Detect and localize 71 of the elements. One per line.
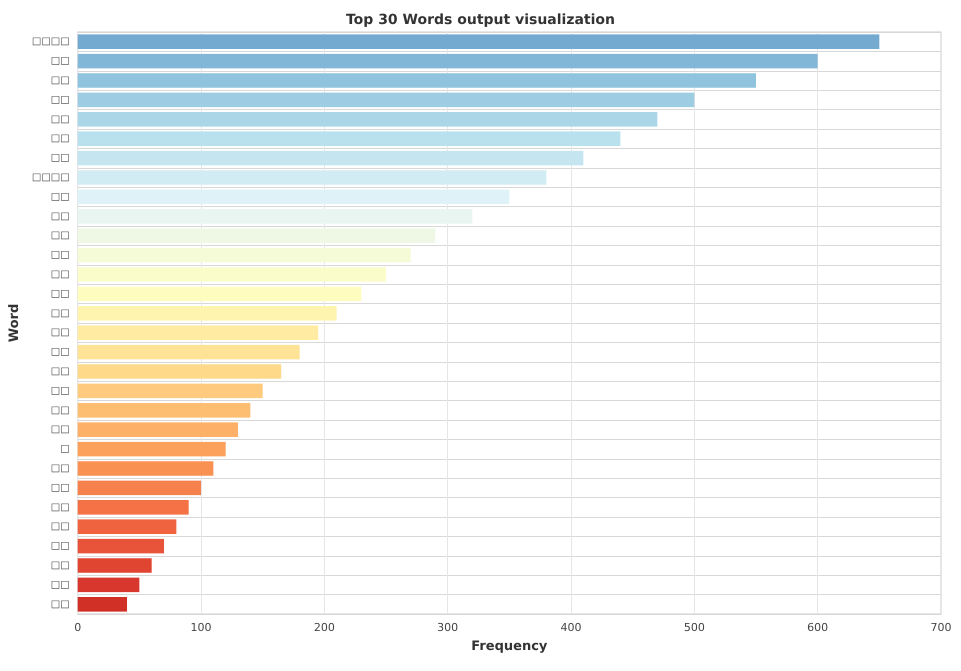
x-tick-label: 100 — [190, 621, 212, 634]
bar — [78, 480, 202, 496]
bar — [78, 597, 128, 612]
x-tick-label: 300 — [437, 621, 458, 634]
bar — [78, 131, 620, 146]
x-tick-label: 600 — [807, 621, 828, 634]
x-tick-label: 200 — [314, 621, 335, 634]
bar — [78, 364, 282, 379]
bar — [78, 500, 189, 515]
bar — [78, 34, 880, 49]
bar — [78, 538, 164, 554]
x-tick-label: 500 — [684, 621, 705, 634]
bar — [78, 578, 140, 592]
x-tick-label: 400 — [560, 621, 582, 634]
bar — [78, 248, 411, 262]
x-tick-label: 0 — [74, 621, 82, 634]
y-tick-label: □□ — [50, 521, 70, 532]
y-tick-label: □□ — [50, 152, 70, 164]
bar — [78, 422, 238, 437]
bar — [78, 344, 300, 360]
bar — [78, 403, 250, 418]
bar — [78, 190, 510, 204]
y-tick-label: □□ — [50, 269, 70, 280]
chart-title: Top 30 Words output visualization — [346, 12, 616, 28]
bar — [78, 519, 176, 534]
y-tick-label: □□ — [50, 424, 70, 436]
y-tick-label: □□ — [50, 385, 70, 396]
y-tick-label: □□ — [50, 540, 70, 552]
y-tick-label: □□ — [50, 191, 70, 202]
y-tick-label: □□ — [50, 308, 70, 319]
y-tick-label: □□ — [50, 288, 70, 300]
y-tick-label: □□ — [50, 463, 70, 474]
bar — [78, 267, 386, 282]
y-tick-label: □□ — [50, 114, 70, 125]
bar — [78, 150, 584, 166]
y-tick-label: □□ — [50, 502, 70, 513]
y-tick-label: □□ — [50, 210, 70, 222]
bar — [78, 442, 226, 456]
y-tick-label: □□ — [50, 404, 70, 416]
bar — [78, 112, 658, 127]
y-tick-label: □□ — [50, 133, 70, 144]
bar — [78, 384, 263, 398]
bar — [78, 54, 818, 68]
x-tick-label: 700 — [930, 621, 952, 634]
y-tick-label: □ — [60, 444, 70, 455]
bar — [78, 228, 436, 243]
y-tick-label: □□ — [50, 250, 70, 261]
bar — [78, 558, 152, 573]
bar — [78, 306, 337, 321]
y-tick-label: □□ — [50, 94, 70, 106]
bar — [78, 325, 318, 340]
y-tick-label: □□ — [50, 482, 70, 494]
y-tick-label: □□ — [50, 579, 70, 590]
y-axis-title: Word — [7, 304, 22, 342]
x-axis-title: Frequency — [471, 639, 548, 654]
y-tick-label: □□ — [50, 560, 70, 571]
bar — [78, 92, 694, 108]
y-tick-label: □□ — [50, 346, 70, 358]
y-tick-label: □□ — [50, 598, 70, 610]
y-tick-label: □□ — [50, 75, 70, 86]
y-tick-label: □□□□ — [32, 36, 70, 48]
bar — [78, 209, 472, 224]
bar — [78, 73, 756, 88]
bar — [78, 461, 214, 476]
bar — [78, 170, 546, 185]
y-tick-label: □□□□ — [32, 172, 70, 183]
y-tick-label: □□ — [50, 327, 70, 338]
y-tick-label: □□ — [50, 56, 70, 67]
y-tick-label: □□ — [50, 366, 70, 377]
bar — [78, 286, 362, 302]
y-tick-label: □□ — [50, 230, 70, 242]
